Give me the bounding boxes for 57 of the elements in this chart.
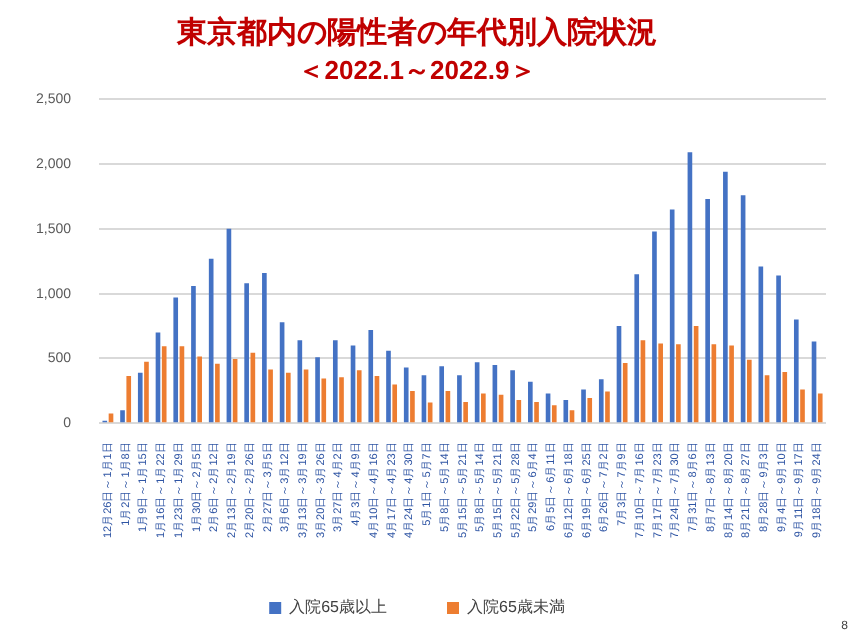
- bar: [126, 375, 132, 423]
- bar: [392, 384, 398, 423]
- bar: [403, 367, 409, 423]
- bar: [332, 340, 338, 423]
- bar: [516, 399, 522, 423]
- legend-label: 入院65歳以上: [289, 598, 388, 617]
- bar: [817, 393, 823, 423]
- bar: [622, 363, 628, 423]
- bar: [244, 283, 249, 423]
- chart-subtitle: ＜2022.1～2022.9＞: [298, 54, 536, 85]
- bar: [481, 393, 486, 423]
- bar: [634, 274, 640, 423]
- bar: [746, 359, 752, 423]
- bar: [793, 319, 799, 423]
- bar: [669, 209, 675, 423]
- bar: [439, 366, 445, 423]
- bar: [605, 391, 610, 423]
- bar: [534, 401, 539, 423]
- bar: [782, 372, 788, 423]
- bar: [315, 357, 320, 423]
- bar: [463, 401, 468, 423]
- chart-title: 東京都内の陽性者の年代別入院状況: [175, 14, 657, 51]
- bar: [321, 378, 327, 423]
- bar: [268, 369, 273, 423]
- bar: [191, 285, 196, 423]
- bar: [197, 356, 202, 423]
- bar: [262, 272, 267, 423]
- bar: [457, 375, 462, 423]
- bar: [137, 372, 143, 423]
- bar: [598, 379, 604, 423]
- bar: [676, 344, 681, 423]
- bar: [581, 389, 586, 423]
- bar: [386, 350, 391, 423]
- bar: [652, 231, 657, 423]
- bar: [215, 363, 220, 423]
- bar: [800, 389, 805, 423]
- bar: [723, 171, 728, 423]
- bar: [528, 381, 533, 423]
- bar: [208, 258, 214, 423]
- bar: [120, 410, 125, 423]
- bar: [356, 370, 362, 423]
- bar: [285, 372, 291, 423]
- bar: [339, 377, 344, 423]
- bar: [658, 343, 663, 423]
- bar: [587, 398, 593, 423]
- bar: [563, 399, 569, 423]
- bar: [776, 275, 781, 423]
- bar: [551, 405, 557, 423]
- bar: [161, 346, 167, 423]
- bar: [705, 199, 710, 423]
- bar: [144, 361, 149, 423]
- legend-label: 入院65歳未満: [467, 598, 565, 617]
- bar: [510, 370, 515, 423]
- bar: [410, 390, 415, 423]
- bar: [173, 297, 179, 423]
- bar: [368, 329, 374, 423]
- bar: [729, 345, 734, 423]
